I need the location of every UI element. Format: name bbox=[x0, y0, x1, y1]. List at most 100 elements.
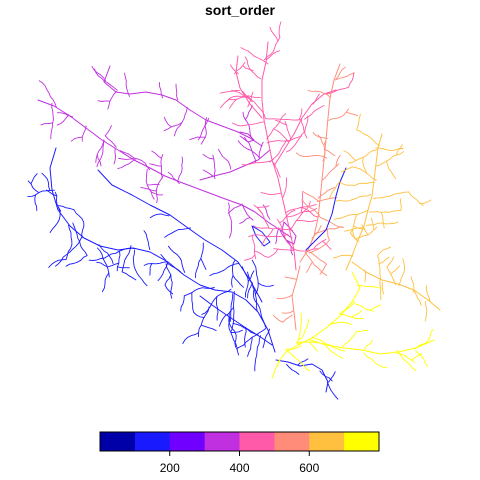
river-segment bbox=[295, 318, 310, 344]
river-segment bbox=[424, 300, 428, 322]
river-segment bbox=[200, 117, 207, 145]
river-segment bbox=[241, 266, 249, 298]
river-segment bbox=[386, 160, 397, 180]
river-segment bbox=[281, 310, 295, 314]
river-segment bbox=[41, 172, 51, 192]
river-segment bbox=[324, 148, 336, 157]
river-segment bbox=[101, 272, 110, 293]
river-segment bbox=[103, 65, 263, 147]
river-segment bbox=[244, 254, 256, 261]
river-segment bbox=[388, 209, 402, 213]
river-segment bbox=[334, 72, 355, 81]
river-segment bbox=[219, 89, 241, 94]
river-segment bbox=[323, 342, 343, 359]
river-segment bbox=[272, 128, 289, 143]
river-segment bbox=[328, 108, 350, 121]
legend-color-box bbox=[204, 432, 240, 451]
river-segment bbox=[311, 336, 346, 352]
river-segment bbox=[328, 181, 341, 200]
river-segment bbox=[50, 102, 54, 140]
river-segment bbox=[328, 371, 336, 383]
river-segment bbox=[81, 125, 87, 142]
river-segment bbox=[155, 176, 164, 204]
river-segment bbox=[413, 290, 422, 306]
river-segment bbox=[253, 250, 270, 258]
river-segment bbox=[396, 352, 416, 363]
river-segment bbox=[260, 192, 282, 195]
river-segment bbox=[335, 194, 372, 202]
river-segment bbox=[140, 186, 157, 192]
river-segment bbox=[275, 359, 329, 393]
river-segment bbox=[232, 121, 265, 127]
river-segment bbox=[285, 131, 306, 153]
river-segment bbox=[312, 132, 328, 139]
river-segment bbox=[414, 329, 434, 350]
river-segment bbox=[241, 159, 274, 166]
river-segment bbox=[244, 326, 247, 348]
river-segment bbox=[164, 274, 172, 286]
river-segment bbox=[276, 294, 293, 300]
river-segment bbox=[269, 26, 279, 42]
river-segment bbox=[163, 116, 172, 128]
river-segment bbox=[56, 112, 74, 118]
legend-tick-label: 200 bbox=[160, 461, 180, 475]
river-segment bbox=[228, 98, 238, 109]
river-segment bbox=[345, 133, 383, 271]
river-segment bbox=[304, 115, 309, 132]
river-segment bbox=[364, 269, 367, 283]
river-segment bbox=[167, 245, 186, 273]
river-segment bbox=[118, 157, 135, 160]
river-segment bbox=[124, 72, 130, 97]
river-segment bbox=[309, 239, 330, 254]
river-segment bbox=[247, 282, 253, 299]
river-segment bbox=[54, 191, 62, 212]
river-segment bbox=[305, 261, 313, 273]
river-segment bbox=[247, 91, 254, 108]
legend-color-box bbox=[169, 432, 206, 451]
river-segment bbox=[281, 221, 297, 245]
river-segment bbox=[348, 71, 355, 88]
legend-color-box bbox=[100, 432, 136, 451]
river-segment bbox=[282, 177, 287, 198]
river-segment bbox=[193, 312, 205, 319]
river-segment bbox=[158, 82, 164, 99]
river-segment bbox=[316, 197, 338, 202]
river-segment bbox=[386, 266, 396, 286]
river-segment bbox=[237, 140, 261, 159]
river-segment bbox=[349, 232, 360, 242]
river-segment bbox=[241, 203, 254, 221]
river-segment bbox=[201, 288, 232, 315]
river-segment bbox=[266, 135, 303, 144]
river-segment bbox=[297, 341, 318, 344]
river-segment bbox=[225, 95, 261, 103]
river-segment bbox=[390, 265, 401, 275]
river-segment bbox=[299, 63, 341, 263]
river-segment bbox=[149, 213, 170, 219]
legend-color-box bbox=[274, 432, 310, 451]
river-segment bbox=[326, 381, 339, 400]
river-segment bbox=[180, 295, 185, 312]
river-segment bbox=[284, 276, 298, 280]
river-segment bbox=[291, 265, 301, 331]
river-segment bbox=[164, 227, 192, 238]
river-segment bbox=[49, 207, 61, 233]
river-segment bbox=[354, 303, 374, 312]
river-segment bbox=[349, 213, 358, 234]
river-segment bbox=[228, 313, 237, 348]
river-segment bbox=[151, 150, 162, 159]
river-segment bbox=[227, 204, 242, 214]
river-segment bbox=[356, 285, 382, 290]
river-segment bbox=[98, 244, 114, 265]
river-segment bbox=[425, 285, 431, 302]
river-segment bbox=[356, 114, 361, 131]
river-segment bbox=[247, 336, 253, 357]
river-segment bbox=[295, 219, 317, 222]
river-segment bbox=[235, 328, 267, 350]
river-segment bbox=[244, 104, 253, 121]
river-segment bbox=[202, 153, 215, 160]
legend-color-box bbox=[309, 432, 345, 451]
river-segment bbox=[275, 227, 280, 244]
river-segment bbox=[242, 65, 254, 72]
river-segment bbox=[353, 225, 366, 230]
